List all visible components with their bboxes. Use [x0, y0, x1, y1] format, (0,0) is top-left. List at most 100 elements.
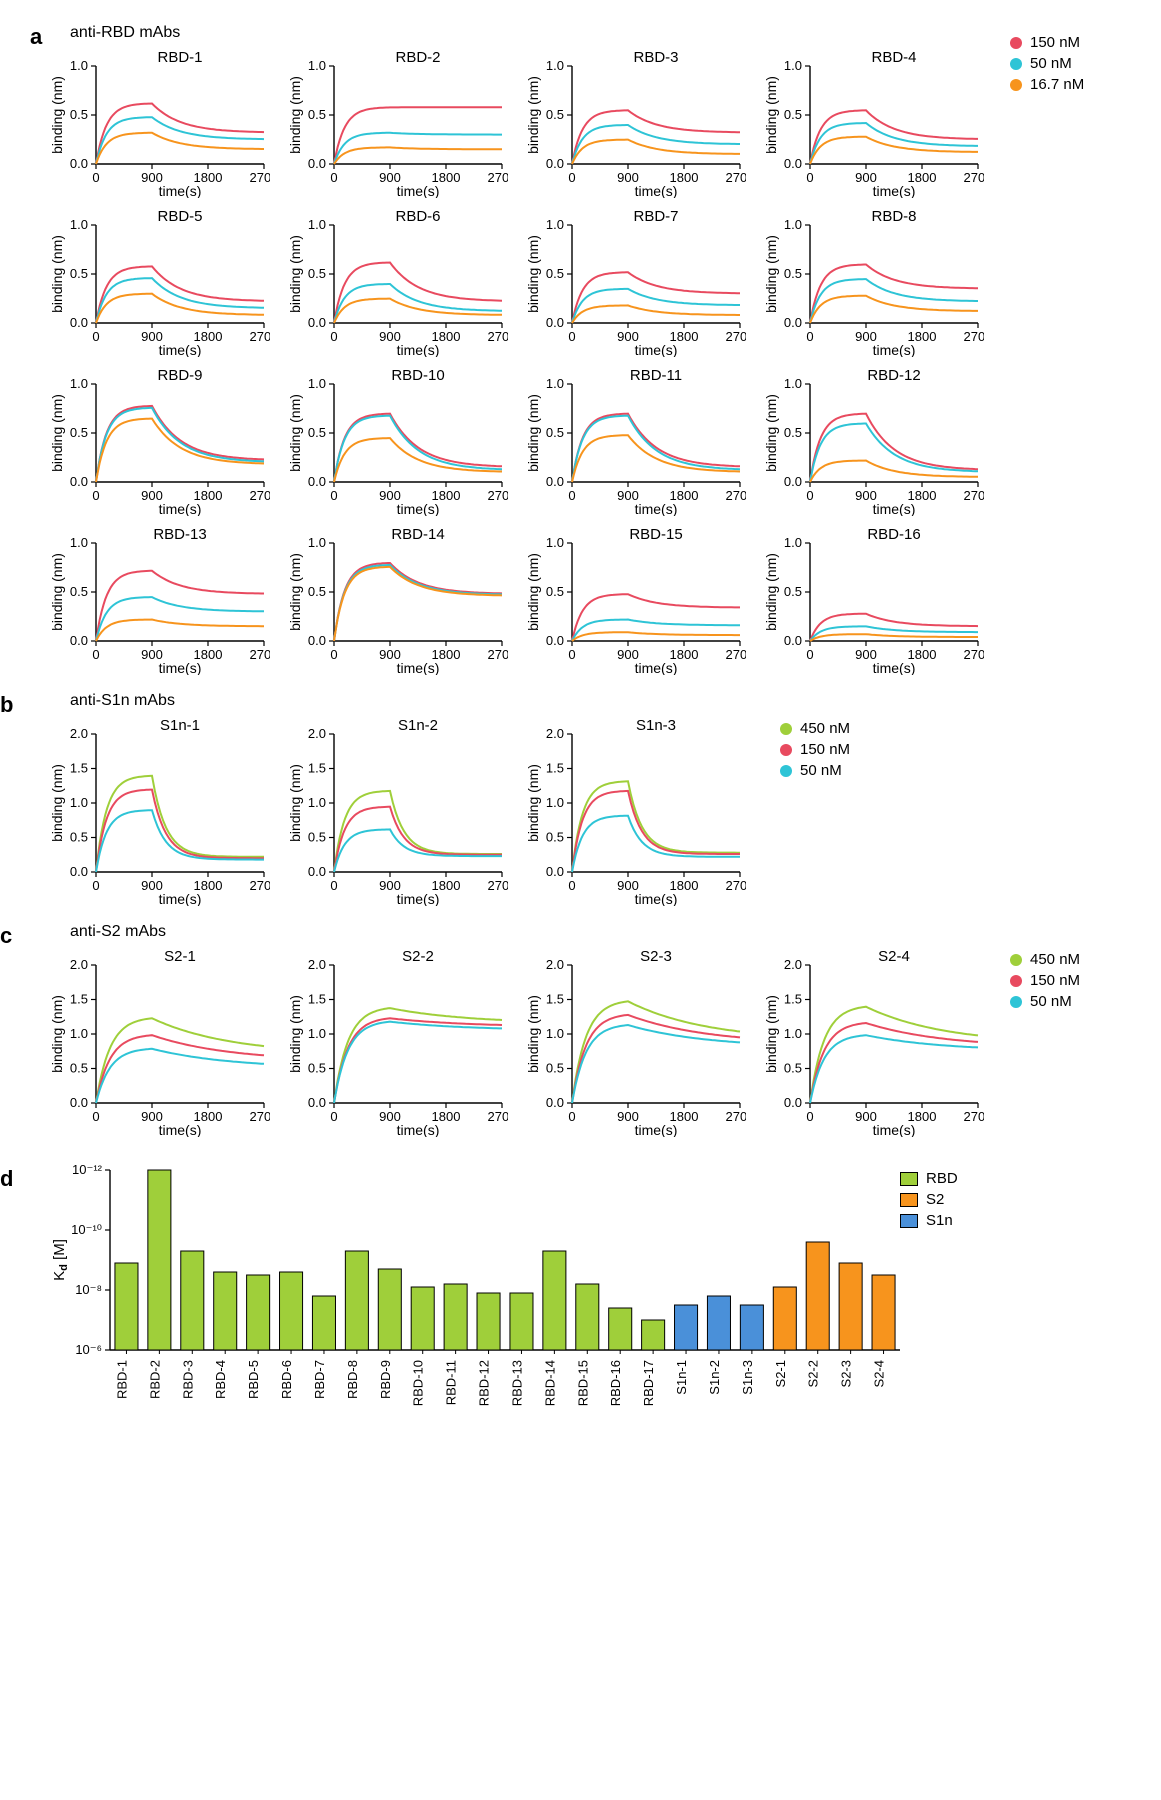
svg-text:0.0: 0.0: [70, 864, 88, 879]
svg-text:1.5: 1.5: [308, 992, 326, 1007]
cell: 0.00.51.01.52.0090018002700S2-2time(s)bi…: [288, 947, 508, 1142]
svg-text:2700: 2700: [488, 1109, 508, 1124]
svg-text:1.5: 1.5: [70, 992, 88, 1007]
svg-text:0.5: 0.5: [546, 1061, 564, 1076]
svg-text:binding (nm): binding (nm): [288, 76, 303, 154]
svg-text:0.5: 0.5: [70, 1061, 88, 1076]
sensorgram-RBD-2: 0.00.51.0090018002700RBD-2time(s)binding…: [288, 48, 508, 198]
svg-text:Kd [M]: Kd [M]: [51, 1239, 70, 1281]
svg-text:RBD-17: RBD-17: [641, 1360, 656, 1406]
cell: 0.00.51.01.52.0090018002700S2-1time(s)bi…: [50, 947, 270, 1142]
svg-text:S2-3: S2-3: [640, 948, 672, 965]
legend-label: 150 nM: [800, 741, 850, 758]
svg-text:0: 0: [806, 488, 813, 503]
svg-text:time(s): time(s): [873, 342, 916, 357]
svg-text:0.5: 0.5: [546, 425, 564, 440]
cell: 0.00.51.0090018002700RBD-4time(s)binding…: [764, 48, 984, 203]
svg-text:RBD-2: RBD-2: [395, 49, 440, 66]
svg-text:0.5: 0.5: [784, 1061, 802, 1076]
svg-text:RBD-12: RBD-12: [867, 367, 920, 384]
svg-text:0: 0: [330, 647, 337, 662]
cell: 0.00.51.0090018002700RBD-5time(s)binding…: [50, 207, 270, 362]
legend-item: S1n: [900, 1212, 958, 1229]
svg-text:1.0: 1.0: [308, 217, 326, 232]
svg-text:1.0: 1.0: [70, 795, 88, 810]
svg-text:1.5: 1.5: [70, 761, 88, 776]
title-a: anti-RBD mAbs: [70, 24, 1141, 42]
cell: 0.00.51.0090018002700RBD-12time(s)bindin…: [764, 366, 984, 521]
svg-text:0: 0: [568, 1109, 575, 1124]
svg-text:1.0: 1.0: [546, 795, 564, 810]
legend-item: S2: [900, 1191, 958, 1208]
svg-text:RBD-1: RBD-1: [157, 49, 202, 66]
sensorgram-RBD-10: 0.00.51.0090018002700RBD-10time(s)bindin…: [288, 366, 508, 516]
legend-item: 150 nM: [780, 741, 850, 758]
svg-text:1.0: 1.0: [546, 535, 564, 550]
svg-text:binding (nm): binding (nm): [50, 394, 65, 472]
legend-a: 150 nM 50 nM 16.7 nM: [1010, 34, 1084, 97]
svg-text:S1n-3: S1n-3: [740, 1360, 755, 1395]
svg-text:0.5: 0.5: [70, 425, 88, 440]
cell: 0.00.51.01.52.0090018002700S1n-2time(s)b…: [288, 716, 508, 911]
sensorgram-RBD-4: 0.00.51.0090018002700RBD-4time(s)binding…: [764, 48, 984, 198]
cell: 0.00.51.01.52.0090018002700S2-4time(s)bi…: [764, 947, 984, 1142]
svg-text:time(s): time(s): [159, 183, 202, 198]
svg-text:time(s): time(s): [635, 660, 678, 675]
svg-text:1.0: 1.0: [784, 376, 802, 391]
svg-text:0.0: 0.0: [784, 633, 802, 648]
svg-text:RBD-13: RBD-13: [509, 1360, 524, 1406]
svg-text:binding (nm): binding (nm): [288, 553, 303, 631]
svg-text:0.5: 0.5: [308, 830, 326, 845]
sensorgram-RBD-3: 0.00.51.0090018002700RBD-3time(s)binding…: [526, 48, 746, 198]
legend-label: S1n: [926, 1212, 953, 1229]
svg-text:S2-1: S2-1: [773, 1360, 788, 1387]
svg-text:0: 0: [330, 1109, 337, 1124]
cell: 0.00.51.0090018002700RBD-8time(s)binding…: [764, 207, 984, 362]
svg-text:2700: 2700: [488, 170, 508, 185]
svg-text:1.0: 1.0: [546, 376, 564, 391]
svg-text:1.0: 1.0: [784, 1026, 802, 1041]
svg-text:RBD-11: RBD-11: [444, 1360, 459, 1405]
legend-item: 50 nM: [1010, 993, 1080, 1010]
svg-text:0.5: 0.5: [784, 266, 802, 281]
svg-text:2700: 2700: [726, 488, 746, 503]
kd-barchart: 10⁻¹²10⁻¹⁰10⁻⁸10⁻⁶Kd [M]RBD-1RBD-2RBD-3R…: [50, 1160, 910, 1430]
svg-text:0: 0: [330, 878, 337, 893]
svg-text:2700: 2700: [488, 878, 508, 893]
svg-text:RBD-12: RBD-12: [477, 1360, 492, 1406]
svg-text:binding (nm): binding (nm): [764, 76, 779, 154]
svg-text:0: 0: [806, 647, 813, 662]
svg-text:time(s): time(s): [397, 501, 440, 516]
legend-item: 50 nM: [1010, 55, 1084, 72]
sensorgram-S1n-3: 0.00.51.01.52.0090018002700S1n-3time(s)b…: [526, 716, 746, 906]
legend-c: 450 nM150 nM50 nM: [1010, 951, 1080, 1014]
svg-text:0.5: 0.5: [70, 266, 88, 281]
svg-text:0.0: 0.0: [784, 156, 802, 171]
legend-item: 16.7 nM: [1010, 76, 1084, 93]
svg-text:10⁻⁶: 10⁻⁶: [75, 1342, 102, 1357]
svg-text:0: 0: [568, 878, 575, 893]
svg-text:10⁻¹⁰: 10⁻¹⁰: [71, 1222, 102, 1237]
cell: 0.00.51.0090018002700RBD-16time(s)bindin…: [764, 525, 984, 680]
svg-text:2700: 2700: [964, 170, 984, 185]
svg-text:1.5: 1.5: [784, 992, 802, 1007]
svg-text:time(s): time(s): [635, 342, 678, 357]
svg-text:2700: 2700: [964, 647, 984, 662]
sensorgram-RBD-1: 0.00.51.0090018002700RBD-1time(s)binding…: [50, 48, 270, 198]
svg-text:2700: 2700: [726, 647, 746, 662]
cell: 0.00.51.0090018002700RBD-7time(s)binding…: [526, 207, 746, 362]
svg-text:S2-2: S2-2: [806, 1360, 821, 1387]
svg-text:S1n-2: S1n-2: [707, 1360, 722, 1395]
legend-item: 150 nM: [1010, 972, 1080, 989]
svg-text:time(s): time(s): [635, 1122, 678, 1137]
svg-text:0.5: 0.5: [308, 107, 326, 122]
svg-text:2.0: 2.0: [546, 726, 564, 741]
legend-b: 450 nM150 nM50 nM: [780, 720, 850, 783]
svg-text:2700: 2700: [250, 329, 270, 344]
svg-text:RBD-3: RBD-3: [180, 1360, 195, 1399]
sensorgram-S1n-1: 0.00.51.01.52.0090018002700S1n-1time(s)b…: [50, 716, 270, 906]
legend-item: 150 nM: [1010, 34, 1084, 51]
cell: 0.00.51.0090018002700RBD-14time(s)bindin…: [288, 525, 508, 680]
svg-text:S1n-1: S1n-1: [674, 1360, 689, 1395]
svg-text:2700: 2700: [726, 170, 746, 185]
